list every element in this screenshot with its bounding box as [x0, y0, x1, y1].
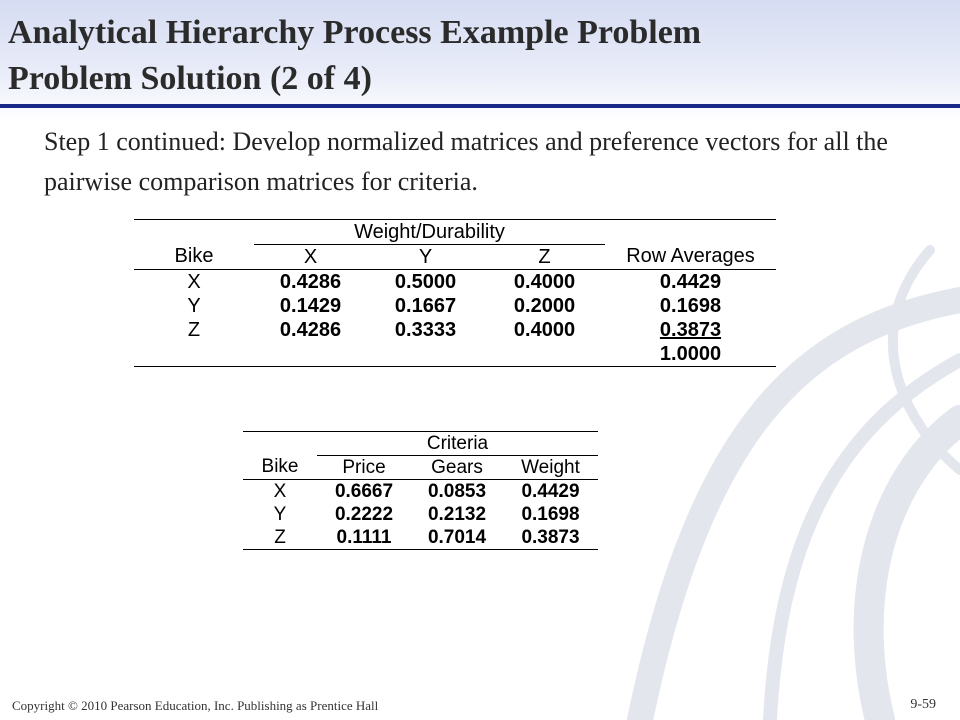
title-rule [0, 104, 960, 108]
table-row: Y 0.2222 0.2132 0.1698 [243, 503, 598, 526]
value-cell: 0.4286 [279, 318, 342, 341]
title-line-1: Analytical Hierarchy Process Example Pro… [8, 14, 702, 51]
value-cell: 0.0853 [427, 480, 487, 502]
value-cell: 0.3873 [503, 526, 598, 550]
table-row: X 0.4286 0.5000 0.4000 0.4429 [134, 270, 776, 295]
value-cell: 0.2132 [427, 503, 487, 525]
value-cell: 0.2222 [334, 503, 394, 525]
group-header-row: Criteria [243, 431, 598, 456]
criteria-table: Criteria Bike Price Gears Weight X 0.666… [243, 431, 598, 550]
empty-cell [134, 342, 254, 367]
value-cell: 0.3333 [394, 318, 457, 341]
value-cell: 0.2000 [513, 294, 576, 317]
value-cell: 0.1429 [279, 294, 342, 317]
row-average-total: 1.0000 [605, 342, 776, 367]
value-cell: 0.4000 [513, 318, 576, 341]
column-header-row: Bike Price Gears Weight [243, 455, 598, 480]
weight-durability-table: Weight/Durability Bike X Y Z Row Average… [134, 219, 776, 367]
row-average: 0.4429 [659, 270, 722, 293]
value-cell: 0.6667 [334, 480, 394, 502]
bike-label: Y [187, 294, 201, 317]
bike-label: Z [243, 526, 317, 550]
header-price: Price [317, 455, 411, 480]
value-cell: 0.4286 [279, 270, 342, 293]
empty-cell [605, 219, 776, 245]
empty-cell [134, 219, 254, 245]
empty-cell [243, 431, 317, 456]
group-header: Criteria [317, 431, 598, 456]
header-bike: Bike [134, 244, 254, 270]
row-average: 0.3873 [659, 318, 722, 341]
row-average: 0.1698 [659, 294, 722, 317]
empty-cell [254, 342, 367, 367]
value-cell: 0.4000 [513, 270, 576, 293]
total-row: 1.0000 [134, 342, 776, 367]
empty-cell [367, 342, 484, 367]
header-x: X [254, 244, 367, 270]
value-cell: 0.1111 [317, 526, 411, 550]
group-header: Weight/Durability [254, 219, 605, 245]
value-cell: 0.7014 [411, 526, 503, 550]
step-description: Step 1 continued: Develop normalized mat… [44, 127, 888, 196]
bike-label: X [187, 270, 201, 293]
table-row: Y 0.1429 0.1667 0.2000 0.1698 [134, 294, 776, 318]
table-row: Z 0.4286 0.3333 0.4000 0.3873 [134, 318, 776, 342]
value-cell: 0.5000 [394, 270, 457, 293]
empty-cell [484, 342, 605, 367]
value-cell: 0.1667 [394, 294, 457, 317]
page-number: 9-59 [910, 697, 936, 712]
group-header-row: Weight/Durability [134, 219, 776, 245]
page-title: Analytical Hierarchy Process Example Pro… [8, 10, 701, 102]
title-line-2: Problem Solution (2 of 4) [8, 60, 372, 97]
bike-label: Z [187, 318, 201, 341]
copyright-footer: Copyright © 2010 Pearson Education, Inc.… [12, 698, 379, 713]
bike-label: Y [273, 503, 287, 525]
header-gears: Gears [411, 455, 503, 480]
value-cell: 0.1698 [521, 503, 580, 525]
title-band [0, 0, 960, 122]
table-row: Z 0.1111 0.7014 0.3873 [243, 526, 598, 550]
column-header-row: Bike X Y Z Row Averages [134, 244, 776, 270]
header-y: Y [367, 244, 484, 270]
header-bike: Bike [243, 455, 317, 480]
header-weight: Weight [503, 455, 598, 480]
value-cell: 0.4429 [521, 480, 580, 502]
header-row-averages: Row Averages [605, 244, 776, 270]
table-row: X 0.6667 0.0853 0.4429 [243, 480, 598, 504]
header-z: Z [484, 244, 605, 270]
bike-label: X [273, 480, 287, 502]
